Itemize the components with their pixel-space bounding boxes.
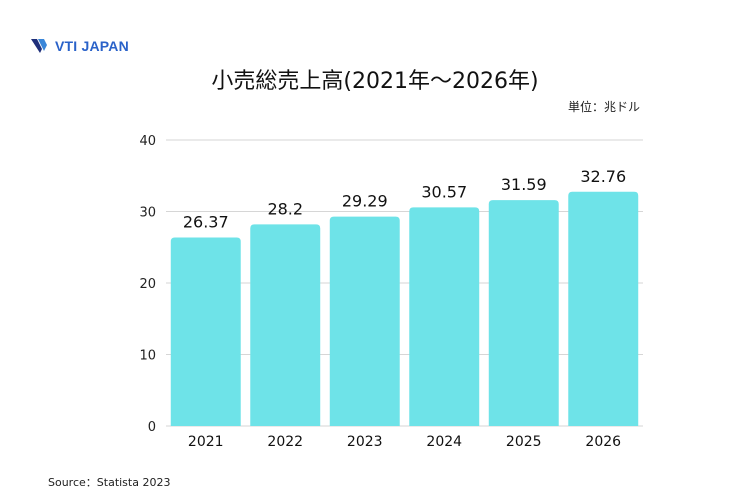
data-label-2024: 30.57	[421, 182, 467, 201]
bars	[170, 191, 639, 426]
x-tick-label-2026: 2026	[585, 434, 621, 450]
vti-logo-icon	[31, 39, 47, 53]
bar-2023	[329, 216, 400, 426]
y-tick-label: 20	[139, 277, 156, 292]
x-tick-label-2023: 2023	[347, 434, 383, 450]
y-tick-label: 10	[139, 349, 156, 364]
bar-2024	[409, 207, 480, 426]
bar-2026	[568, 191, 639, 426]
source-note: Source：Statista 2023	[48, 476, 171, 489]
bar-2025	[488, 200, 559, 426]
bar-2021	[170, 237, 241, 426]
gridlines	[166, 139, 643, 427]
x-tick-label-2022: 2022	[267, 434, 303, 450]
y-tick-label: 0	[148, 420, 156, 435]
data-label-2023: 29.29	[342, 192, 388, 211]
unit-label: 単位：兆ドル	[567, 100, 640, 114]
y-tick-label: 30	[139, 206, 156, 221]
brand-name: VTI JAPAN	[55, 38, 129, 54]
y-tick-label: 40	[139, 134, 156, 149]
data-label-2026: 32.76	[580, 167, 626, 186]
bar-2022	[250, 224, 321, 426]
x-tick-label-2021: 2021	[188, 434, 224, 450]
data-label-2021: 26.37	[183, 212, 229, 231]
labels: 0 10 20 30 40 26.37 2021 28.2 2022 29.29 2023 30.57…	[139, 134, 626, 450]
x-tick-label-2025: 2025	[506, 434, 542, 450]
data-label-2025: 31.59	[501, 175, 547, 194]
data-label-2022: 28.2	[267, 199, 303, 218]
brand-logo: VTI JAPAN	[31, 38, 129, 54]
x-tick-label-2024: 2024	[426, 434, 462, 450]
chart-title: 小売総売上高(2021年〜2026年)	[211, 69, 539, 94]
